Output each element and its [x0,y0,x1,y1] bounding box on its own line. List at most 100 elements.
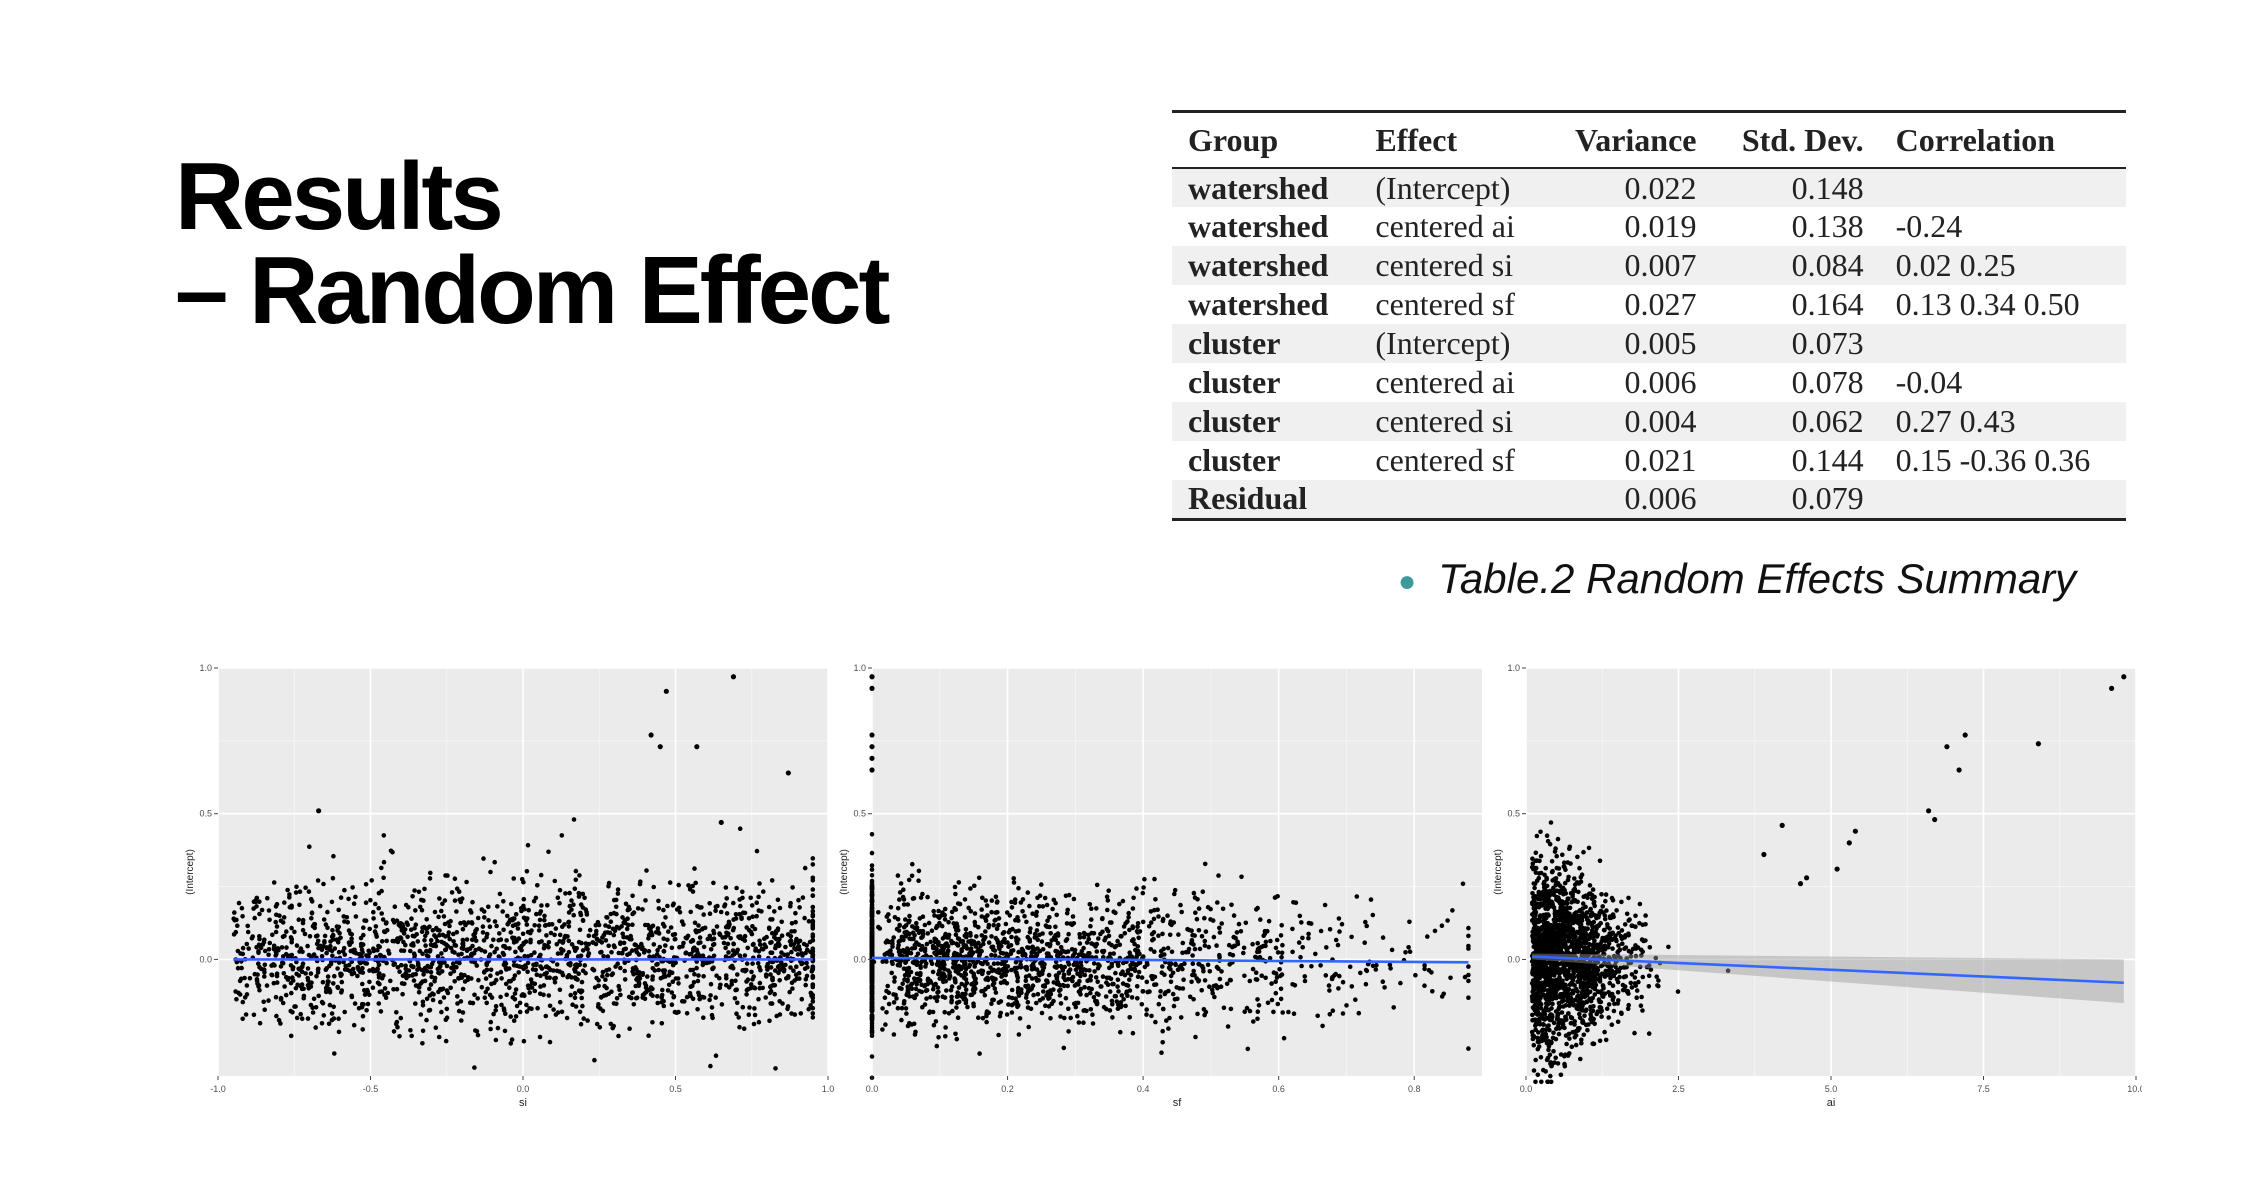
data-point [419,897,424,903]
data-point [522,953,527,959]
data-point [691,980,697,985]
data-point [1407,949,1413,954]
data-point [327,1002,333,1008]
data-point [641,950,647,955]
data-point [513,1014,519,1019]
data-point [420,1028,426,1034]
data-point [655,1000,660,1006]
data-point [342,952,348,957]
data-point [869,986,875,992]
data-point [1081,934,1087,940]
data-point [869,962,875,967]
data-point [1466,933,1471,939]
data-point [1219,969,1224,974]
data-point [335,928,340,933]
data-point [669,990,675,995]
data-point [1335,942,1341,948]
cell-effect: centered sf [1375,286,1515,322]
data-point [1139,975,1145,980]
data-point [1299,963,1304,969]
data-point [1192,946,1198,952]
data-point [931,908,936,914]
data-point [886,952,892,957]
data-point [973,943,978,949]
data-point [1211,983,1217,989]
data-point [1027,903,1032,909]
data-point [1015,1004,1020,1010]
data-point [566,973,572,978]
data-point [308,971,314,976]
data-point [412,888,417,893]
cell-variance: 0.019 [1624,208,1697,244]
data-point [1197,946,1203,952]
data-point [328,939,333,944]
data-point [281,915,287,920]
data-point [656,898,661,904]
data-point [336,960,342,965]
data-point [254,944,259,950]
data-point [367,979,372,985]
data-point [1532,885,1537,891]
data-point [336,924,342,930]
data-point [444,942,449,947]
data-point [422,924,427,930]
data-point [768,972,773,977]
data-point [930,945,936,951]
data-point [741,1026,747,1031]
data-point [314,941,320,947]
data-point [544,970,549,976]
data-point [982,992,988,998]
data-point [899,1017,904,1023]
data-point [290,966,296,972]
cell-group: Residual [1188,480,1308,517]
data-point [773,1066,778,1071]
data-point [629,948,635,953]
data-point [924,941,930,947]
data-point [1632,975,1638,980]
data-point [897,922,902,928]
data-point [957,952,962,958]
data-point [810,949,816,954]
data-point [726,950,731,955]
data-point [1001,979,1007,985]
data-point [580,948,586,953]
data-point [810,904,816,910]
data-point [1063,995,1069,1001]
data-point [1168,979,1174,985]
data-point [553,975,558,981]
data-point [943,1034,948,1039]
cell-effect: centered ai [1375,208,1515,244]
data-point [1441,991,1446,997]
data-point [371,909,376,915]
data-point [781,963,786,968]
data-point [1136,969,1142,975]
data-point [402,927,408,932]
data-point [466,920,471,925]
data-point [992,986,998,991]
data-point [953,907,959,912]
data-point [1192,895,1198,900]
data-point [1078,973,1083,979]
cell-std-dev: 0.079 [1791,480,1864,517]
data-point [986,970,991,976]
data-point [713,1053,719,1058]
data-point [980,895,985,901]
data-point [756,996,761,1002]
data-point [962,933,968,939]
data-point [630,893,635,899]
data-point [525,842,531,848]
data-point [968,909,974,914]
data-point [1162,972,1167,977]
data-point [995,961,1001,966]
data-point [1023,978,1029,983]
data-point [408,948,413,954]
data-point [810,856,816,861]
data-point [482,995,488,1000]
data-point [516,970,521,975]
data-point [1046,972,1052,978]
data-point [730,674,737,680]
data-point [1124,982,1129,988]
data-point [1466,964,1471,969]
data-point [662,924,667,929]
data-point [1034,928,1040,933]
